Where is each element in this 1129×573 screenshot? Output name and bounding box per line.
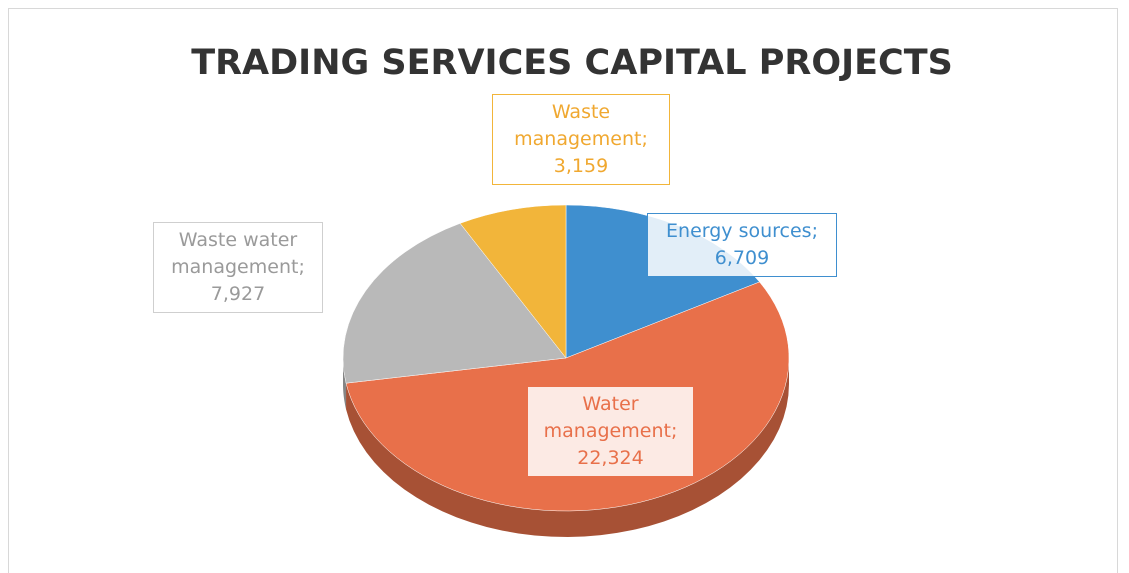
label-value: 7,927 (210, 283, 266, 305)
label-category: Water management (543, 393, 671, 442)
label-separator: ; (811, 220, 818, 242)
slice-side (346, 358, 789, 537)
label-separator: ; (641, 128, 648, 150)
label-separator: ; (298, 256, 305, 278)
chart-title: TRADING SERVICES CAPITAL PROJECTS (191, 43, 953, 83)
data-label: Waste management; 3,159 (492, 94, 670, 185)
label-category: Waste management (514, 101, 642, 150)
label-category: Energy sources (666, 220, 812, 242)
data-label: Energy sources; 6,709 (647, 213, 837, 277)
chart-frame (8, 8, 1118, 573)
label-category: Waste water management (171, 229, 299, 278)
label-value: 6,709 (714, 247, 770, 269)
slice (342, 223, 567, 384)
data-label: Waste water management; 7,927 (153, 222, 323, 313)
data-label: Water management; 22,324 (528, 387, 693, 476)
slice (459, 204, 567, 359)
label-value: 22,324 (577, 447, 644, 469)
label-separator: ; (670, 420, 678, 442)
label-value: 3,159 (553, 155, 609, 177)
